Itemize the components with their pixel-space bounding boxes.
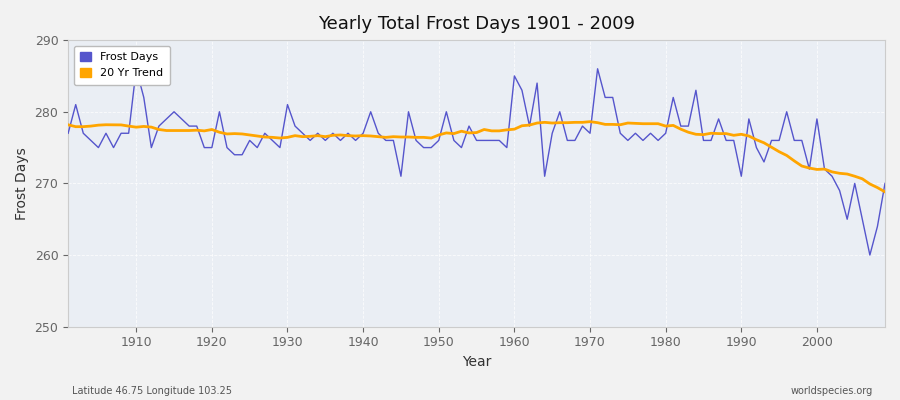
Title: Yearly Total Frost Days 1901 - 2009: Yearly Total Frost Days 1901 - 2009	[318, 15, 635, 33]
X-axis label: Year: Year	[462, 355, 491, 369]
Legend: Frost Days, 20 Yr Trend: Frost Days, 20 Yr Trend	[74, 46, 170, 85]
Text: Latitude 46.75 Longitude 103.25: Latitude 46.75 Longitude 103.25	[72, 386, 232, 396]
Text: worldspecies.org: worldspecies.org	[791, 386, 873, 396]
Y-axis label: Frost Days: Frost Days	[15, 147, 29, 220]
